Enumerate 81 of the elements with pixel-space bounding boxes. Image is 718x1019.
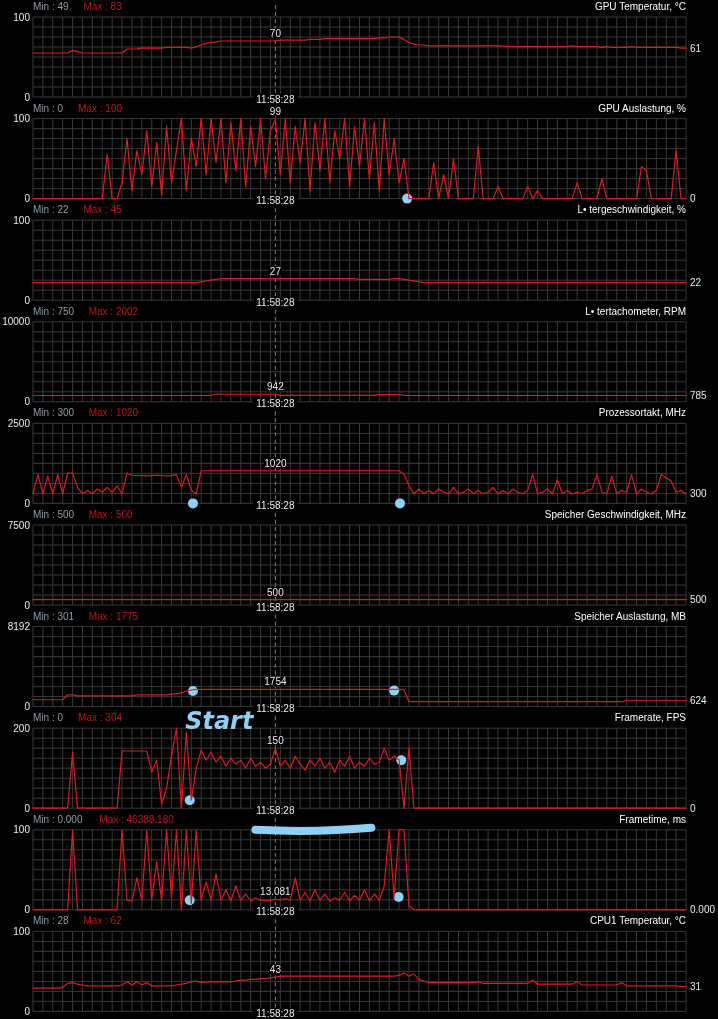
text: 31 <box>690 981 702 993</box>
x-tick-label: 11:58:28 <box>256 906 295 918</box>
x-tick-label: 11:58:28 <box>256 601 295 613</box>
chart-title: L• tertachometer, RPM <box>585 305 686 317</box>
y-tick-label: 0 <box>24 1005 31 1017</box>
text: 300 <box>690 488 708 500</box>
annotation: 1754 <box>264 676 287 688</box>
chart-title: GPU Auslastung, % <box>598 102 687 114</box>
y-tick-label: 100 <box>13 214 31 226</box>
text: 624 <box>690 695 708 707</box>
annotation: 500 <box>267 586 285 598</box>
text: Min : 750 <box>33 305 75 317</box>
x-tick-label: 11:58:28 <box>256 703 295 715</box>
text: 0 <box>690 193 696 205</box>
y-tick-label: 8192 <box>7 621 31 633</box>
text: 0.000 <box>690 904 716 916</box>
text: Min : 300 <box>33 407 75 419</box>
text: Min : 500 <box>33 509 75 520</box>
text: Min : 49 <box>33 1 70 12</box>
text: Max : 83 <box>83 1 123 12</box>
y-tick-label: 100 <box>13 925 31 937</box>
text: Max : 2002 <box>88 305 139 317</box>
y-tick-label: 0 <box>24 599 31 611</box>
text: Min : 0 <box>33 712 64 724</box>
text: Min : 0.000 <box>33 813 83 825</box>
text: Max : 46388.180 <box>99 813 175 825</box>
x-tick-label: 11:58:28 <box>256 499 295 511</box>
text: Max : 100 <box>78 102 123 114</box>
text: Max : 500 <box>88 509 134 520</box>
x-tick-label: 11:58:28 <box>256 195 295 207</box>
y-tick-label: 100 <box>13 113 31 125</box>
x-tick-label: 11:58:28 <box>256 398 295 410</box>
text: 0 <box>690 802 696 814</box>
text: Min : 0 <box>33 102 64 114</box>
x-tick-label: 11:58:28 <box>256 804 295 816</box>
text: 500 <box>690 594 708 606</box>
text: 61 <box>690 42 702 54</box>
chart-title: CPU1 Temperatur, °C <box>589 915 686 927</box>
chart-title: Speicher Geschwindigkeit, MHz <box>544 509 686 520</box>
y-tick-label: 0 <box>24 701 31 713</box>
annotation: 13.081 <box>260 886 292 898</box>
text: 22 <box>690 277 702 289</box>
y-tick-label: 100 <box>13 11 31 23</box>
y-tick-label: 0 <box>24 497 31 509</box>
annotation: 99 <box>269 106 282 118</box>
annotation: 942 <box>267 381 285 393</box>
chart-title: Speicher Auslastung, MB <box>574 610 687 622</box>
annotation: 1020 <box>264 457 287 469</box>
text: Min : 28 <box>33 915 70 927</box>
y-tick-label: 10000 <box>2 316 31 328</box>
y-tick-label: 0 <box>24 396 31 408</box>
y-tick-label: 0 <box>24 91 31 103</box>
annotation: 43 <box>269 964 282 975</box>
x-tick-label: 11:58:28 <box>256 296 295 308</box>
chart-title: Framerate, FPS <box>614 712 687 724</box>
text: Max : 62 <box>83 915 123 927</box>
y-tick-label: 100 <box>13 824 31 836</box>
y-tick-label: 2500 <box>7 417 31 429</box>
y-tick-label: 0 <box>24 904 31 916</box>
annotation: 150 <box>267 735 285 747</box>
annotation: Start <box>185 707 255 736</box>
text: Max : 1020 <box>88 407 139 419</box>
text: Min : 22 <box>33 204 70 216</box>
annotation: 27 <box>269 265 282 277</box>
y-tick-label: 0 <box>24 802 31 814</box>
chart-title: Frametime, ms <box>619 813 686 825</box>
text: Max : 1775 <box>88 610 139 622</box>
chart-title: GPU Temperatur, °C <box>594 1 686 12</box>
chart-title: L• tergeschwindigkeit, % <box>577 204 687 216</box>
chart-title: Prozessortakt, MHz <box>598 407 686 419</box>
annotation: 70 <box>269 28 282 39</box>
y-tick-label: 7500 <box>7 519 31 531</box>
text: 785 <box>690 390 708 402</box>
text: Min : 301 <box>33 610 75 622</box>
text: Max : 45 <box>83 204 123 216</box>
y-tick-label: 200 <box>13 722 31 734</box>
x-tick-label: 11:58:28 <box>256 93 295 105</box>
x-tick-label: 11:58:28 <box>256 1007 295 1019</box>
text: Max : 304 <box>78 712 123 724</box>
y-tick-label: 0 <box>24 193 31 205</box>
y-tick-label: 0 <box>24 294 31 306</box>
